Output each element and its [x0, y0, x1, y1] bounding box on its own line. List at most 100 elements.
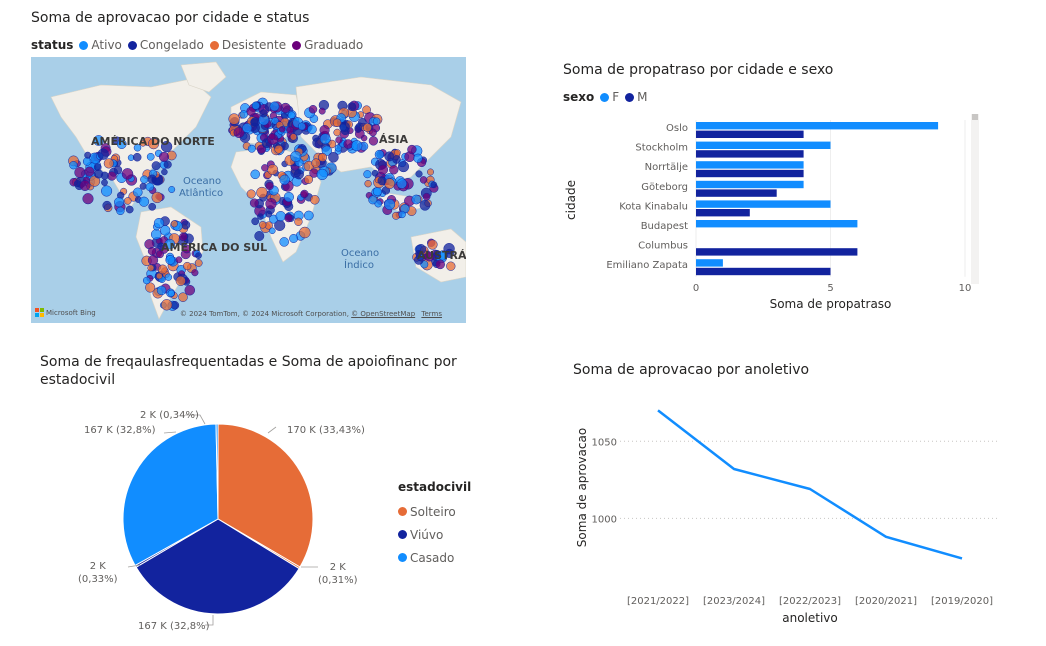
map-bubble[interactable] — [146, 152, 155, 161]
map-bubble[interactable] — [389, 165, 399, 175]
bar-m[interactable] — [696, 189, 777, 197]
map-bubble[interactable] — [354, 124, 363, 133]
map-bubble[interactable] — [415, 244, 427, 255]
bar-f[interactable] — [696, 259, 723, 267]
map-bubble[interactable] — [433, 249, 441, 258]
map-bubble[interactable] — [444, 248, 454, 258]
map-bubble[interactable] — [182, 244, 192, 254]
map-bubble[interactable] — [422, 192, 431, 201]
map-bubble[interactable] — [101, 179, 108, 186]
map-bubble[interactable] — [265, 198, 277, 210]
map-bubble[interactable] — [145, 282, 156, 293]
map-bubble[interactable] — [84, 151, 92, 159]
map-bubble[interactable] — [121, 168, 134, 180]
map-bubble[interactable] — [384, 198, 396, 210]
map-bubble[interactable] — [335, 136, 343, 144]
map-bubble[interactable] — [328, 152, 339, 163]
map-bubble[interactable] — [257, 213, 264, 220]
map-bubble[interactable] — [396, 178, 407, 189]
map-bubble[interactable] — [284, 213, 293, 223]
map-bubble[interactable] — [363, 170, 372, 179]
map-bubble[interactable] — [82, 157, 92, 166]
map-bubble[interactable] — [142, 276, 151, 285]
map-bubble[interactable] — [343, 139, 354, 149]
map-bubble[interactable] — [419, 199, 431, 211]
map-bubble[interactable] — [377, 164, 389, 175]
map-bubble[interactable] — [299, 226, 311, 239]
map-bubble[interactable] — [69, 161, 78, 170]
map-bubble[interactable] — [150, 229, 162, 240]
map-bubble[interactable] — [133, 143, 142, 152]
map-bubble[interactable] — [100, 171, 109, 180]
map-bubble[interactable] — [246, 189, 256, 199]
map-bubble[interactable] — [318, 152, 328, 162]
bar-scrollbar[interactable] — [971, 114, 979, 284]
map-bubble[interactable] — [184, 284, 196, 296]
map-bubble[interactable] — [256, 186, 268, 199]
map-bubble[interactable] — [116, 139, 127, 149]
legend-item-solteiro[interactable]: Solteiro — [398, 500, 471, 523]
map-bubble[interactable] — [228, 113, 240, 125]
map-bubble[interactable] — [368, 136, 379, 146]
map-bubble[interactable] — [160, 225, 171, 236]
map-bubble[interactable] — [125, 205, 134, 214]
map-bubble[interactable] — [101, 185, 113, 197]
map-bubble[interactable] — [175, 256, 183, 264]
world-map[interactable]: AMÉRICA DO NORTE AMÉRICA DO SUL ÁSIA AUS… — [31, 57, 466, 323]
legend-item-graduado[interactable]: Graduado — [292, 38, 363, 52]
map-bubble[interactable] — [74, 166, 86, 179]
map-bubble[interactable] — [411, 194, 422, 205]
map-bubble[interactable] — [148, 202, 157, 211]
map-bubble[interactable] — [278, 126, 286, 133]
pie-slice[interactable] — [135, 518, 300, 615]
map-bubble[interactable] — [158, 151, 170, 162]
pie-slice[interactable] — [215, 423, 219, 520]
map-bubble[interactable] — [319, 125, 330, 136]
map-bubble[interactable] — [274, 144, 284, 154]
map-bubble[interactable] — [151, 161, 161, 171]
map-bubble[interactable] — [351, 140, 363, 152]
map-bubble[interactable] — [289, 133, 297, 141]
map-bubble[interactable] — [93, 163, 102, 172]
map-bubble[interactable] — [195, 252, 202, 259]
map-bubble[interactable] — [163, 160, 172, 169]
map-bubble[interactable] — [308, 105, 318, 114]
map-bubble[interactable] — [175, 275, 186, 286]
bar-scrollbar-thumb[interactable] — [972, 114, 978, 120]
bar-m[interactable] — [696, 130, 804, 138]
map-bubble[interactable] — [254, 231, 265, 241]
map-bubble[interactable] — [145, 182, 155, 192]
map-bubble[interactable] — [362, 123, 372, 133]
map-canvas[interactable]: AMÉRICA DO NORTE AMÉRICA DO SUL ÁSIA AUS… — [31, 57, 466, 323]
osm-link[interactable]: © OpenStreetMap — [351, 310, 416, 318]
map-bubble[interactable] — [427, 168, 434, 176]
map-bubble[interactable] — [321, 145, 332, 156]
map-bubble[interactable] — [124, 197, 132, 205]
map-bubble[interactable] — [397, 161, 410, 173]
map-bubble[interactable] — [147, 174, 157, 184]
map-bubble[interactable] — [102, 200, 112, 210]
map-bubble[interactable] — [165, 255, 176, 265]
map-bubble[interactable] — [347, 102, 357, 111]
bar-m[interactable] — [696, 150, 804, 158]
map-bubble[interactable] — [332, 118, 342, 128]
map-bubble[interactable] — [414, 255, 424, 265]
legend-item-viuvo[interactable]: Viúvo — [398, 523, 471, 546]
legend-item-ativo[interactable]: Ativo — [79, 38, 122, 52]
map-bubble[interactable] — [319, 133, 331, 145]
map-bubble[interactable] — [446, 261, 456, 271]
map-bubble[interactable] — [178, 292, 188, 302]
map-bubble[interactable] — [181, 220, 191, 230]
map-bubble[interactable] — [79, 180, 91, 191]
map-bubble[interactable] — [246, 106, 256, 117]
map-bubble[interactable] — [312, 134, 320, 142]
map-bubble[interactable] — [279, 237, 289, 247]
map-bubble[interactable] — [93, 135, 104, 146]
map-bubble[interactable] — [419, 176, 428, 184]
pie-slice[interactable] — [217, 423, 314, 568]
legend-item-congelado[interactable]: Congelado — [127, 38, 204, 52]
map-bubble[interactable] — [191, 269, 199, 277]
map-bubble[interactable] — [377, 176, 387, 186]
map-bubble[interactable] — [384, 151, 395, 162]
map-bubble[interactable] — [157, 242, 165, 250]
